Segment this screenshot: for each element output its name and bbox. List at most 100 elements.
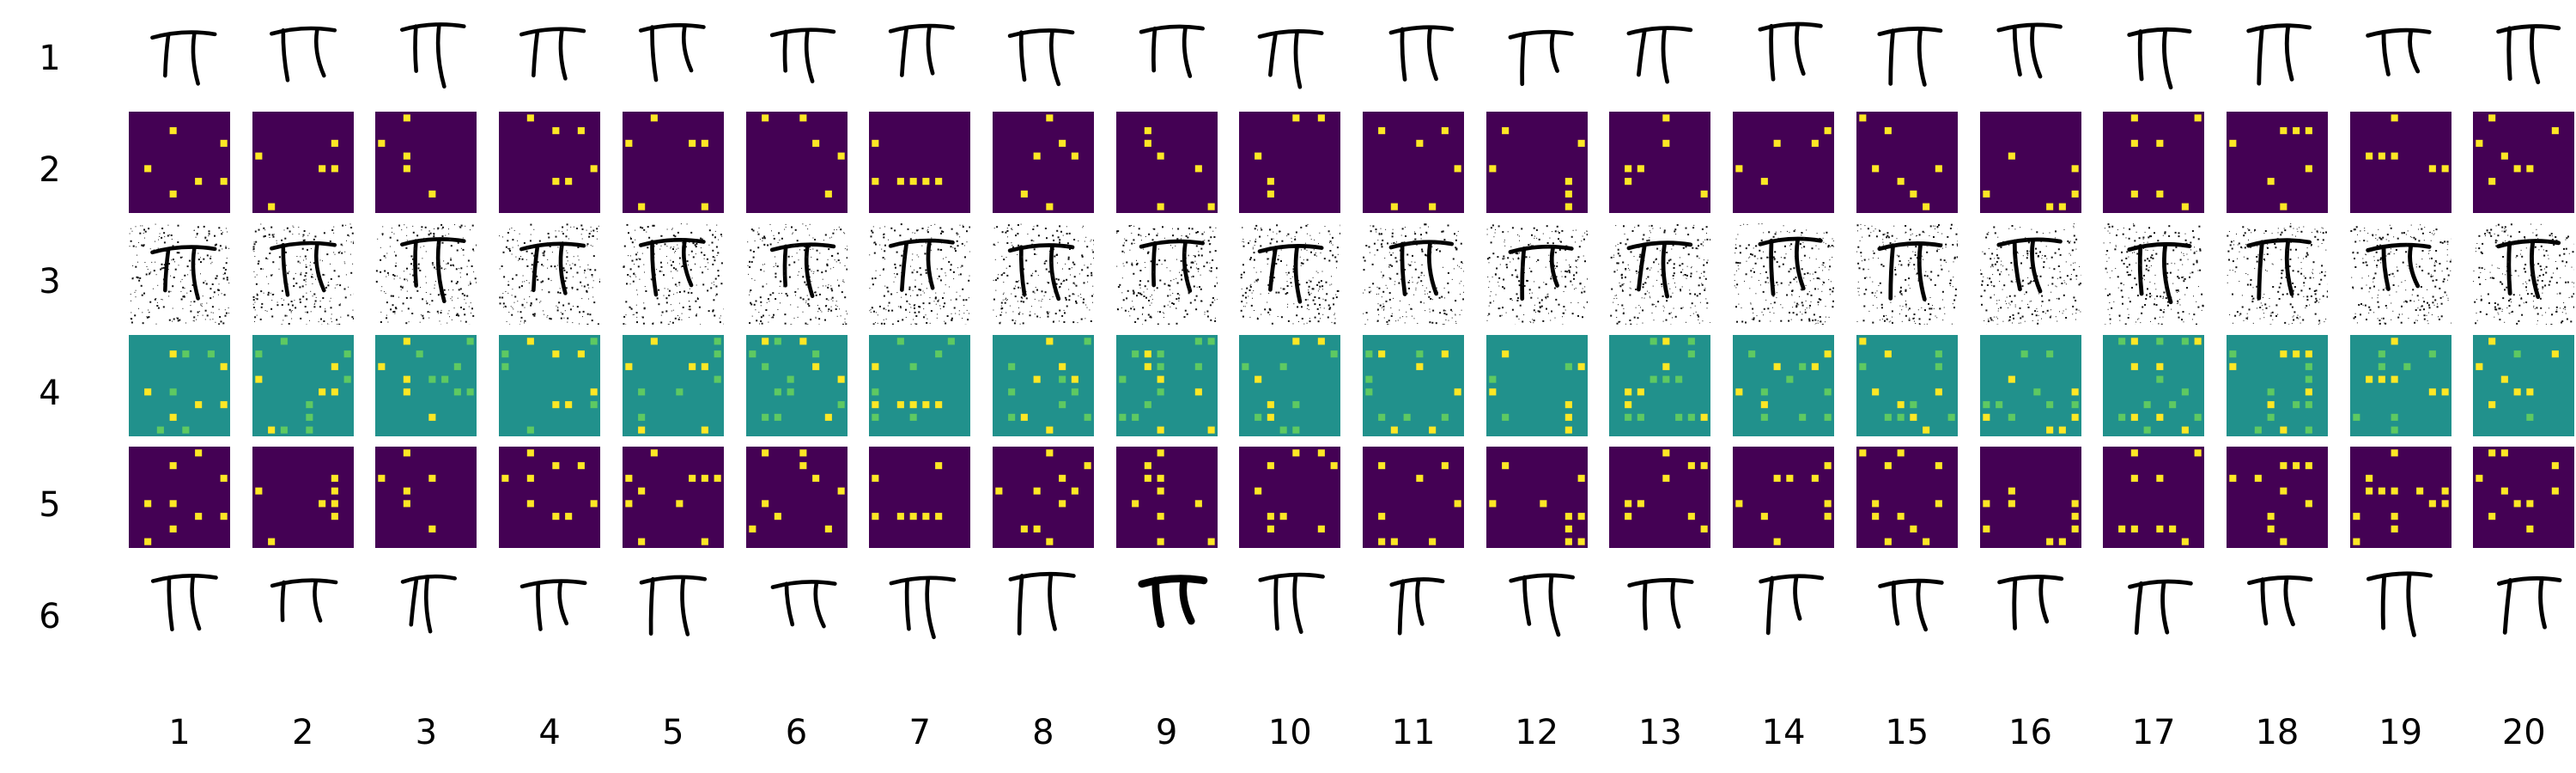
heatmap-cell [220, 401, 228, 409]
heatmap-cell [1564, 401, 1572, 409]
heatmap-cell [1539, 500, 1547, 508]
heatmap-cell [1033, 375, 1041, 383]
heatmap-cell [1488, 500, 1497, 508]
tile-row4-col8 [992, 335, 1094, 436]
tile-row4-col5 [622, 335, 724, 436]
heatmap-cell [2305, 165, 2312, 173]
heatmap-cell [2552, 127, 2560, 135]
heatmap-cell [1255, 375, 1262, 383]
pi-glyph [519, 579, 587, 631]
heatmap-cell [1378, 413, 1386, 421]
heatmap-cell [1365, 350, 1373, 358]
tile-row1-col13 [1609, 9, 1710, 110]
pi-glyph [1007, 28, 1075, 87]
heatmap-cell [182, 426, 190, 434]
heatmap-cell [799, 449, 806, 457]
tile-row2-col19 [2349, 112, 2451, 213]
heatmap-cell [714, 375, 721, 383]
heatmap-cell [441, 375, 449, 383]
heatmap-cell [1084, 462, 1091, 470]
heatmap-cell [1662, 114, 1670, 122]
heatmap-cell [1577, 362, 1585, 370]
heatmap-cell [501, 362, 509, 370]
tile-row3-col1 [129, 223, 230, 325]
pi-glyph [1257, 244, 1324, 304]
heatmap-cell [2071, 525, 2079, 533]
heatmap-cell [1267, 401, 1275, 409]
tile-row4-col16 [1979, 335, 2081, 436]
heatmap-cell [1700, 462, 1709, 470]
heatmap-cell [1157, 362, 1164, 370]
heatmap-cell [1884, 127, 1892, 135]
heatmap-cell [2156, 190, 2164, 198]
heatmap-cell [824, 413, 832, 421]
heatmap-cell [1760, 388, 1768, 396]
heatmap-cell [1242, 362, 1249, 370]
heatmap-cell [2181, 538, 2190, 545]
noise-speckle [623, 223, 724, 325]
heatmap-cell [1897, 449, 1905, 457]
heatmap-cell [1144, 139, 1151, 147]
heatmap-background [992, 335, 1094, 436]
tile-row4-col18 [2226, 335, 2328, 436]
tile-row1-col10 [1239, 9, 1340, 110]
heatmap-cell [1995, 401, 2002, 409]
tile-row2-col20 [2473, 112, 2575, 213]
heatmap-cell [1637, 413, 1645, 421]
heatmap-cell [1982, 525, 1990, 533]
heatmap-cell [2365, 375, 2372, 383]
tile-row5-col5 [622, 447, 724, 548]
heatmap-cell [1390, 426, 1398, 434]
heatmap-cell [625, 139, 633, 147]
heatmap-cell [799, 114, 806, 122]
heatmap-background [499, 447, 601, 548]
heatmap-cell [1564, 413, 1572, 421]
heatmap-cell [2292, 462, 2300, 470]
heatmap-cell [428, 474, 436, 482]
heatmap-background [1485, 335, 1588, 436]
heatmap-cell [2229, 139, 2237, 147]
heatmap-cell [2130, 413, 2139, 421]
heatmap-cell [577, 350, 585, 358]
noise-speckle [129, 223, 230, 325]
heatmap-cell [1194, 165, 1202, 173]
heatmap-cell [1688, 350, 1696, 358]
heatmap-cell [650, 449, 658, 457]
heatmap-cell [1564, 362, 1572, 370]
heatmap-background [2473, 447, 2575, 548]
pi-glyph [638, 22, 706, 82]
pi-glyph [1139, 239, 1205, 293]
heatmap-cell [2008, 375, 2015, 383]
heatmap-cell [1084, 413, 1091, 421]
heatmap-cell [1935, 388, 1942, 396]
pi-glyph [519, 27, 586, 81]
heatmap-cell [2267, 401, 2275, 409]
heatmap-background [745, 447, 848, 548]
heatmap-background [252, 112, 354, 213]
heatmap-cell [2292, 127, 2300, 135]
heatmap-background [2473, 112, 2575, 213]
row-label-4: 4 [39, 374, 61, 413]
pi-glyph [2365, 242, 2432, 291]
tile-row5-col1 [129, 447, 230, 548]
pi-glyph [150, 574, 218, 632]
heatmap-cell [1046, 338, 1054, 345]
heatmap-cell [650, 338, 658, 345]
heatmap-cell [428, 413, 436, 421]
heatmap-background [2473, 335, 2575, 436]
heatmap-cell [565, 513, 573, 520]
heatmap-cell [1564, 178, 1572, 186]
tile-row6-col7 [869, 558, 970, 660]
heatmap-cell [2378, 375, 2385, 383]
heatmap-cell [2391, 487, 2398, 495]
tile-row1-col18 [2227, 9, 2328, 110]
tile-row5-col7 [869, 447, 971, 548]
noise-speckle [2103, 223, 2204, 325]
heatmap-cell [922, 401, 930, 409]
heatmap-background [1609, 112, 1711, 213]
heatmap-cell [1910, 525, 1917, 533]
column-label-5: 5 [662, 713, 684, 752]
heatmap-cell [526, 474, 534, 482]
heatmap-background [869, 447, 971, 548]
heatmap-cell [2156, 362, 2164, 370]
